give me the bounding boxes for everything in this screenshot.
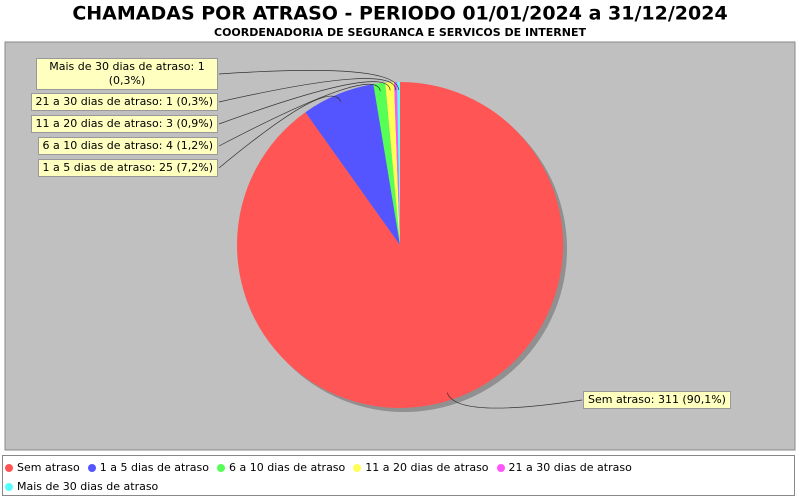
legend-marker	[5, 482, 13, 491]
legend-item: 11 a 20 dias de atraso	[353, 458, 489, 477]
legend-label: 1 a 5 dias de atraso	[99, 461, 210, 474]
legend-items: Sem atraso 1 a 5 dias de atraso 6 a 10 dia…	[3, 456, 697, 498]
legend-item: Mais de 30 dias de atraso	[5, 477, 158, 496]
legend-marker	[353, 463, 362, 472]
label-link	[218, 95, 342, 169]
pie-slice	[394, 82, 400, 245]
label-link	[218, 78, 397, 103]
slice-label: Sem atraso: 311 (90,1%)	[583, 391, 731, 409]
pie	[218, 70, 583, 412]
legend-label: 21 a 30 dias de atraso	[508, 461, 632, 474]
pie-slice	[373, 82, 400, 246]
legend-label: Mais de 30 dias de atraso	[17, 480, 159, 493]
chart-title: CHAMADAS POR ATRASO - PERIODO 01/01/2024…	[72, 3, 727, 25]
legend-label: 11 a 20 dias de atraso	[365, 461, 489, 474]
slice-label: 11 a 20 dias de atraso: 3 (0,9%)	[30, 115, 218, 133]
legend-item: Sem atraso	[5, 458, 80, 477]
legend-label: Sem atraso	[17, 461, 80, 474]
legend: Sem atraso 1 a 5 dias de atraso 6 a 10 dia…	[2, 455, 795, 496]
slice-label: 1 a 5 dias de atraso: 25 (7,2%)	[37, 159, 218, 177]
label-link	[218, 84, 381, 147]
pie-slice	[305, 84, 400, 246]
legend-marker	[496, 463, 505, 472]
slice-label: Mais de 30 dias de atraso: 1 (0,3%)	[36, 58, 218, 90]
slice-label: 6 a 10 dias de atraso: 4 (1,2%)	[37, 137, 218, 155]
pie-slice	[397, 82, 400, 245]
label-link	[218, 81, 391, 125]
legend-marker	[217, 463, 226, 472]
slice-label: 21 a 30 dias de atraso: 1 (0,3%)	[30, 93, 218, 111]
legend-marker	[5, 463, 13, 472]
legend-item: 1 a 5 dias de atraso	[87, 458, 210, 477]
label-link	[446, 392, 583, 409]
legend-label: 6 a 10 dias de atraso	[229, 461, 346, 474]
pie-slice	[385, 82, 400, 245]
legend-marker	[87, 463, 96, 472]
legend-item: 6 a 10 dias de atraso	[217, 458, 345, 477]
legend-item: 21 a 30 dias de atraso	[496, 458, 632, 477]
label-link	[218, 70, 399, 91]
chart-subtitle: COORDENADORIA DE SEGURANCA E SERVICOS DE…	[214, 26, 586, 39]
